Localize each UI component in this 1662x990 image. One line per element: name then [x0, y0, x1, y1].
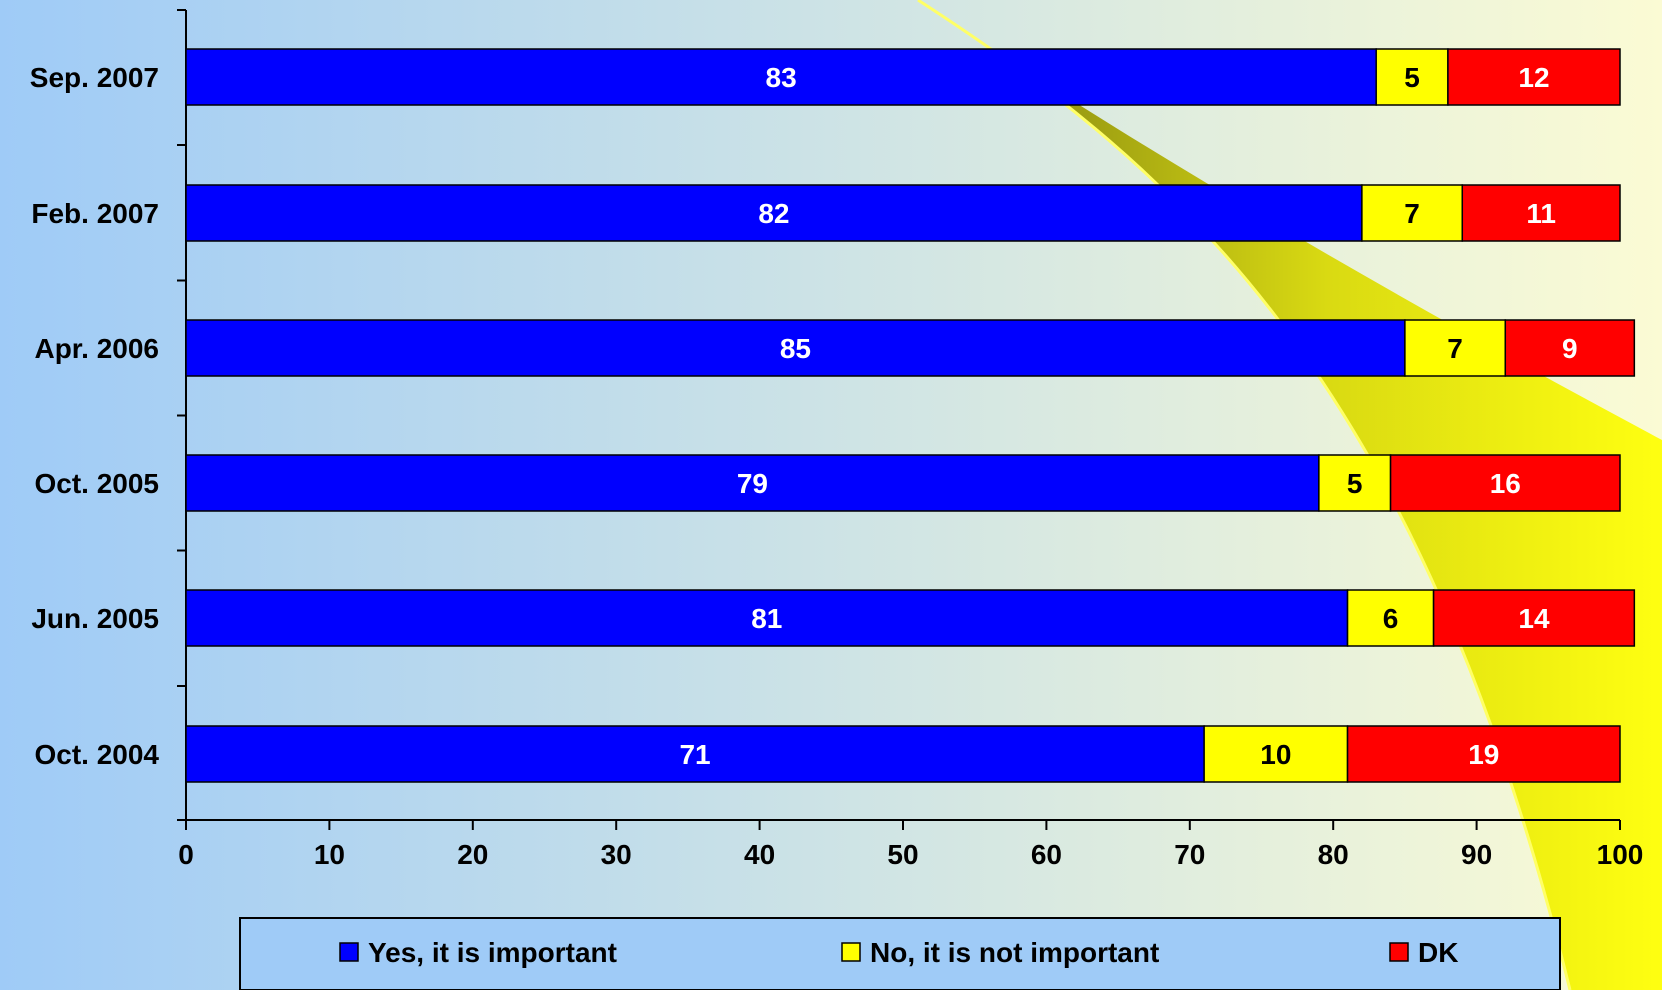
data-label: 5	[1404, 62, 1420, 93]
x-tick-label: 60	[1031, 839, 1062, 870]
x-tick-label: 40	[744, 839, 775, 870]
bar-segment	[185, 48, 1377, 106]
x-tick-label: 70	[1174, 839, 1205, 870]
data-label: 11	[1526, 198, 1556, 229]
legend-label: No, it is not important	[870, 937, 1159, 968]
bar-segment	[185, 725, 1205, 783]
data-label: 83	[766, 62, 797, 93]
legend-swatch	[339, 942, 359, 962]
bar-segment	[1504, 319, 1636, 377]
data-label: 5	[1347, 468, 1363, 499]
category-label: Oct. 2004	[34, 739, 159, 770]
data-label: 16	[1490, 468, 1521, 499]
bar-segment	[1447, 48, 1621, 106]
bar-segment	[1346, 725, 1621, 783]
category-label: Apr. 2006	[34, 333, 159, 364]
x-tick-label: 0	[178, 839, 194, 870]
axes: 0 10 20 30 40 50 60 70 80 90 100 Sep. 2007 Feb. 2007…	[30, 9, 1644, 870]
bar-segment	[185, 184, 1363, 242]
bar-segment	[1318, 454, 1392, 512]
bar-segment	[1404, 319, 1507, 377]
legend-label: DK	[1418, 937, 1458, 968]
data-label: 14	[1518, 603, 1550, 634]
bar-segment	[185, 454, 1320, 512]
legend-swatch	[1389, 942, 1409, 962]
data-label: 71	[679, 739, 710, 770]
category-label: Feb. 2007	[31, 198, 159, 229]
legend-swatch	[841, 942, 861, 962]
category-label: Jun. 2005	[31, 603, 159, 634]
data-label: 19	[1468, 739, 1499, 770]
x-tick-label: 100	[1597, 839, 1644, 870]
bar-segment	[1361, 184, 1464, 242]
x-tick-label: 10	[314, 839, 345, 870]
bar-segment	[1389, 454, 1621, 512]
data-label: 82	[758, 198, 789, 229]
bar-segment	[1346, 589, 1435, 647]
bar-segment	[1461, 184, 1621, 242]
x-tick-label: 50	[887, 839, 918, 870]
bar-segment	[185, 589, 1349, 647]
data-label: 9	[1562, 333, 1578, 364]
bar-segment	[1375, 48, 1449, 106]
data-label: 79	[737, 468, 768, 499]
category-label: Oct. 2005	[34, 468, 159, 499]
x-tick-label: 90	[1461, 839, 1492, 870]
category-label: Sep. 2007	[30, 62, 159, 93]
data-label: 10	[1260, 739, 1291, 770]
data-label: 81	[751, 603, 782, 634]
data-label: 7	[1447, 333, 1463, 364]
x-tick-label: 30	[601, 839, 632, 870]
legend-label: Yes, it is important	[368, 937, 617, 968]
data-label: 12	[1518, 62, 1549, 93]
data-label: 6	[1383, 603, 1399, 634]
legend-box	[239, 917, 1561, 990]
bars	[185, 48, 1636, 783]
data-label: 7	[1404, 198, 1420, 229]
x-tick-label: 80	[1318, 839, 1349, 870]
bar-segment	[185, 319, 1406, 377]
bar-segment	[1432, 589, 1636, 647]
legend: Yes, it is important No, it is not import…	[239, 917, 1561, 990]
x-tick-label: 20	[457, 839, 488, 870]
data-label: 85	[780, 333, 811, 364]
